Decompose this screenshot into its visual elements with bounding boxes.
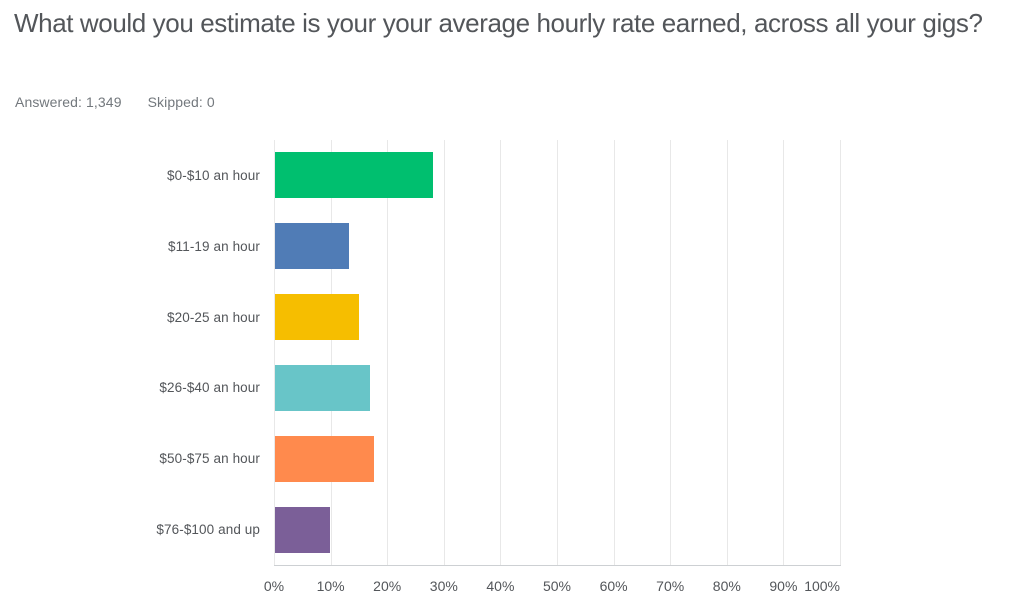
bar-segment[interactable]: [275, 435, 375, 482]
gridline-0%: [274, 140, 275, 565]
x-tick-label: 80%: [712, 578, 741, 594]
gridline-60%: [614, 140, 615, 565]
x-tick-label: 50%: [542, 578, 572, 594]
gridline-10%: [331, 140, 332, 565]
gridline-50%: [557, 140, 558, 565]
question-title: What would you estimate is your your ave…: [14, 8, 983, 38]
category-label: $26-$40 an hour: [159, 380, 260, 396]
gridline-70%: [670, 140, 671, 565]
x-tick-label: 70%: [656, 578, 685, 594]
skipped-stat: Skipped: 0: [148, 94, 215, 110]
gridline-90%: [783, 140, 784, 565]
category-label: $76-$100 and up: [156, 522, 260, 538]
bar-segment[interactable]: [275, 223, 350, 270]
x-tick-label: 90%: [769, 578, 798, 594]
answered-count: 1,349: [86, 94, 122, 110]
plot-area: [274, 140, 841, 565]
x-tick-label: 30%: [429, 578, 458, 594]
answered-stat: Answered: 1,349: [15, 94, 122, 110]
answered-label: Answered:: [15, 94, 83, 110]
gridline-30%: [444, 140, 445, 565]
horizontal-bar-chart: $0-$10 an hour $11-19 an hour $20-25 an ho…: [0, 140, 1024, 610]
category-label: $20-25 an hour: [167, 309, 260, 325]
skipped-label: Skipped:: [147, 94, 203, 110]
gridline-40%: [500, 140, 501, 565]
gridline-20%: [387, 140, 388, 565]
x-tick-label: 10%: [316, 578, 345, 594]
x-axis-line: [274, 565, 841, 566]
response-stats: Answered: 1,349 Skipped: 0: [15, 94, 241, 110]
x-tick-label: 40%: [486, 578, 515, 594]
x-tick-label: 20%: [373, 578, 402, 594]
category-label: $11-19 an hour: [168, 238, 260, 254]
gridline-100%: [840, 140, 841, 565]
x-tick-label: 0%: [263, 578, 285, 594]
bar-segment[interactable]: [275, 152, 434, 199]
x-tick-label: 100%: [804, 578, 840, 594]
gridline-80%: [727, 140, 728, 565]
x-tick-label: 60%: [599, 578, 628, 594]
bar-segment[interactable]: [275, 364, 370, 411]
category-label: $50-$75 an hour: [159, 451, 260, 467]
bar-segment[interactable]: [275, 294, 359, 341]
bar-segment[interactable]: [275, 506, 331, 553]
skipped-count: 0: [206, 94, 215, 110]
category-label: $0-$10 an hour: [167, 167, 260, 183]
category-labels: $0-$10 an hour $11-19 an hour $20-25 an ho…: [0, 140, 260, 565]
